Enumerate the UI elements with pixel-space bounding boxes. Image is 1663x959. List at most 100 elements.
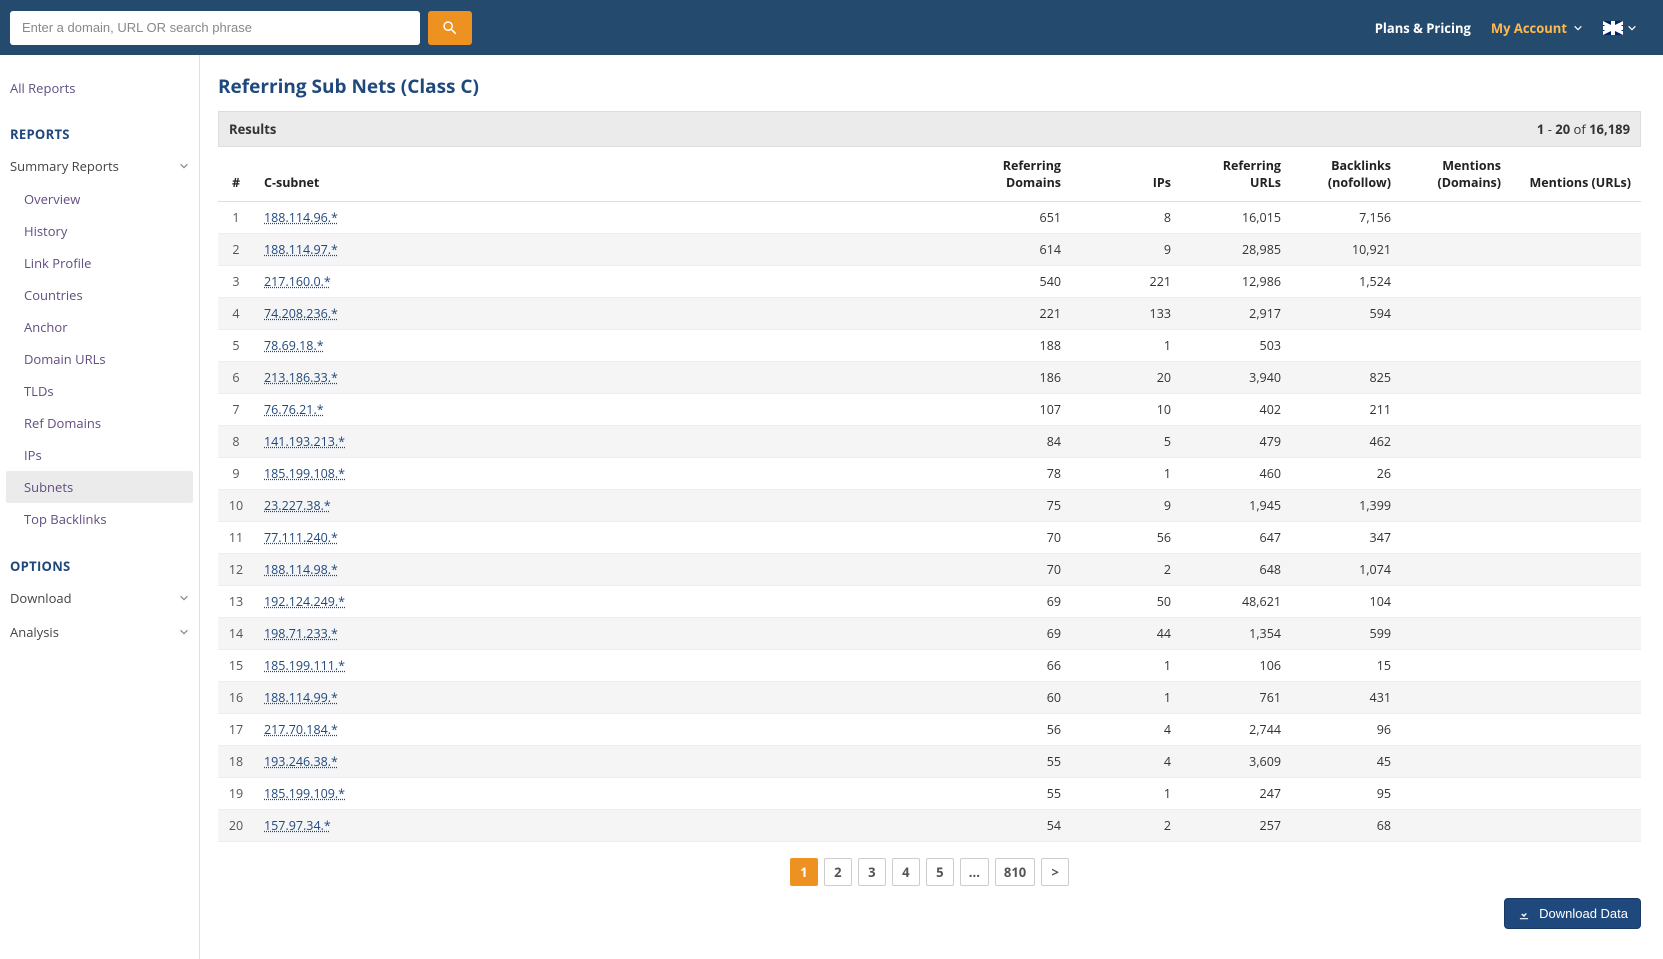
sidebar-item-ref-domains[interactable]: Ref Domains (6, 407, 193, 439)
page-4[interactable]: 4 (892, 858, 920, 886)
sidebar-download[interactable]: Download (0, 581, 199, 615)
subnet-link[interactable]: 198.71.233.* (264, 625, 338, 642)
cell-ref-urls: 12,986 (1181, 266, 1291, 298)
subnet-link[interactable]: 185.199.108.* (264, 465, 345, 482)
cell-backlinks-nf: 825 (1291, 362, 1401, 394)
cell-subnet: 141.193.213.* (254, 426, 961, 458)
col-csubnet[interactable]: C-subnet (254, 147, 961, 202)
cell-index: 9 (218, 458, 254, 490)
cell-index: 20 (218, 810, 254, 842)
col-index[interactable]: # (218, 147, 254, 202)
subnet-link[interactable]: 77.111.240.* (264, 529, 338, 546)
cell-subnet: 78.69.18.* (254, 330, 961, 362)
sidebar-item-link-profile[interactable]: Link Profile (6, 247, 193, 279)
cell-mentions-urls (1511, 746, 1641, 778)
chevron-down-icon (1573, 23, 1583, 33)
subnet-link[interactable]: 141.193.213.* (264, 433, 345, 450)
cell-mentions-urls (1511, 682, 1641, 714)
language-selector[interactable] (1603, 21, 1637, 35)
subnet-link[interactable]: 185.199.111.* (264, 657, 345, 674)
table-row: 474.208.236.*2211332,917594 (218, 298, 1641, 330)
cell-ips: 4 (1071, 714, 1181, 746)
subnet-link[interactable]: 188.114.98.* (264, 561, 338, 578)
subnet-link[interactable]: 157.97.34.* (264, 817, 331, 834)
cell-ref-domains: 69 (961, 586, 1071, 618)
subnet-link[interactable]: 188.114.99.* (264, 689, 338, 706)
cell-ips: 1 (1071, 458, 1181, 490)
subnet-link[interactable]: 188.114.96.* (264, 209, 338, 226)
cell-ref-urls: 247 (1181, 778, 1291, 810)
cell-ref-urls: 1,945 (1181, 490, 1291, 522)
cell-index: 19 (218, 778, 254, 810)
sidebar-item-history[interactable]: History (6, 215, 193, 247)
sidebar-item-subnets[interactable]: Subnets (6, 471, 193, 503)
main-layout: All Reports REPORTS Summary Reports Over… (0, 55, 1663, 959)
cell-subnet: 192.124.249.* (254, 586, 961, 618)
cell-subnet: 193.246.38.* (254, 746, 961, 778)
cell-mentions-domains (1401, 522, 1511, 554)
cell-ref-urls: 106 (1181, 650, 1291, 682)
cell-ref-urls: 2,744 (1181, 714, 1291, 746)
chevron-down-icon (1627, 23, 1637, 33)
nav-my-account-label: My Account (1491, 19, 1567, 37)
cell-subnet: 213.186.33.* (254, 362, 961, 394)
cell-ref-domains: 60 (961, 682, 1071, 714)
subnet-link[interactable]: 188.114.97.* (264, 241, 338, 258)
subnet-link[interactable]: 213.186.33.* (264, 369, 338, 386)
sidebar-analysis[interactable]: Analysis (0, 615, 199, 649)
subnet-link[interactable]: 76.76.21.* (264, 401, 324, 418)
cell-backlinks-nf: 104 (1291, 586, 1401, 618)
cell-ref-domains: 55 (961, 746, 1071, 778)
cell-index: 15 (218, 650, 254, 682)
search-button[interactable] (428, 11, 472, 45)
subnet-link[interactable]: 23.227.38.* (264, 497, 331, 514)
col-mentions-domains[interactable]: Mentions (Domains) (1401, 147, 1511, 202)
col-mentions-urls[interactable]: Mentions (URLs) (1511, 147, 1641, 202)
cell-ips: 56 (1071, 522, 1181, 554)
subnet-link[interactable]: 78.69.18.* (264, 337, 324, 354)
table-row: 16188.114.99.*601761431 (218, 682, 1641, 714)
col-backlinks-nofollow[interactable]: Backlinks (nofollow) (1291, 147, 1401, 202)
table-body: 1188.114.96.*651816,0157,1562188.114.97.… (218, 202, 1641, 842)
subnet-link[interactable]: 185.199.109.* (264, 785, 345, 802)
cell-backlinks-nf: 15 (1291, 650, 1401, 682)
header-nav: Plans & Pricing My Account (1375, 19, 1653, 37)
cell-mentions-domains (1401, 778, 1511, 810)
sidebar-summary-reports[interactable]: Summary Reports (0, 149, 199, 183)
uk-flag-icon (1603, 21, 1623, 35)
sidebar-item-domain-urls[interactable]: Domain URLs (6, 343, 193, 375)
subnet-link[interactable]: 74.208.236.* (264, 305, 338, 322)
nav-plans-pricing[interactable]: Plans & Pricing (1375, 19, 1471, 37)
cell-ref-domains: 107 (961, 394, 1071, 426)
col-ref-urls[interactable]: Referring URLs (1181, 147, 1291, 202)
cell-mentions-urls (1511, 266, 1641, 298)
subnet-link[interactable]: 192.124.249.* (264, 593, 345, 610)
subnet-link[interactable]: 217.160.0.* (264, 273, 331, 290)
search-input[interactable] (10, 11, 420, 45)
sidebar-all-reports[interactable]: All Reports (0, 67, 199, 103)
col-ref-domains[interactable]: Referring Domains (961, 147, 1071, 202)
sidebar-item-anchor[interactable]: Anchor (6, 311, 193, 343)
page-810[interactable]: 810 (995, 858, 1035, 886)
table-row: 8141.193.213.*845479462 (218, 426, 1641, 458)
page-2[interactable]: 2 (824, 858, 852, 886)
sidebar-item-ips[interactable]: IPs (6, 439, 193, 471)
download-data-button[interactable]: Download Data (1504, 898, 1641, 929)
page-3[interactable]: 3 (858, 858, 886, 886)
cell-backlinks-nf: 7,156 (1291, 202, 1401, 234)
sidebar-item-tlds[interactable]: TLDs (6, 375, 193, 407)
page-next[interactable]: > (1041, 858, 1069, 886)
table-row: 13192.124.249.*695048,621104 (218, 586, 1641, 618)
cell-ref-urls: 16,015 (1181, 202, 1291, 234)
chevron-down-icon (179, 161, 189, 171)
page-5[interactable]: 5 (926, 858, 954, 886)
page-1[interactable]: 1 (790, 858, 818, 886)
cell-mentions-domains (1401, 650, 1511, 682)
subnet-link[interactable]: 217.70.184.* (264, 721, 338, 738)
sidebar-item-countries[interactable]: Countries (6, 279, 193, 311)
col-ips[interactable]: IPs (1071, 147, 1181, 202)
subnet-link[interactable]: 193.246.38.* (264, 753, 338, 770)
nav-my-account[interactable]: My Account (1491, 19, 1583, 37)
sidebar-item-overview[interactable]: Overview (6, 183, 193, 215)
sidebar-item-top-backlinks[interactable]: Top Backlinks (6, 503, 193, 535)
